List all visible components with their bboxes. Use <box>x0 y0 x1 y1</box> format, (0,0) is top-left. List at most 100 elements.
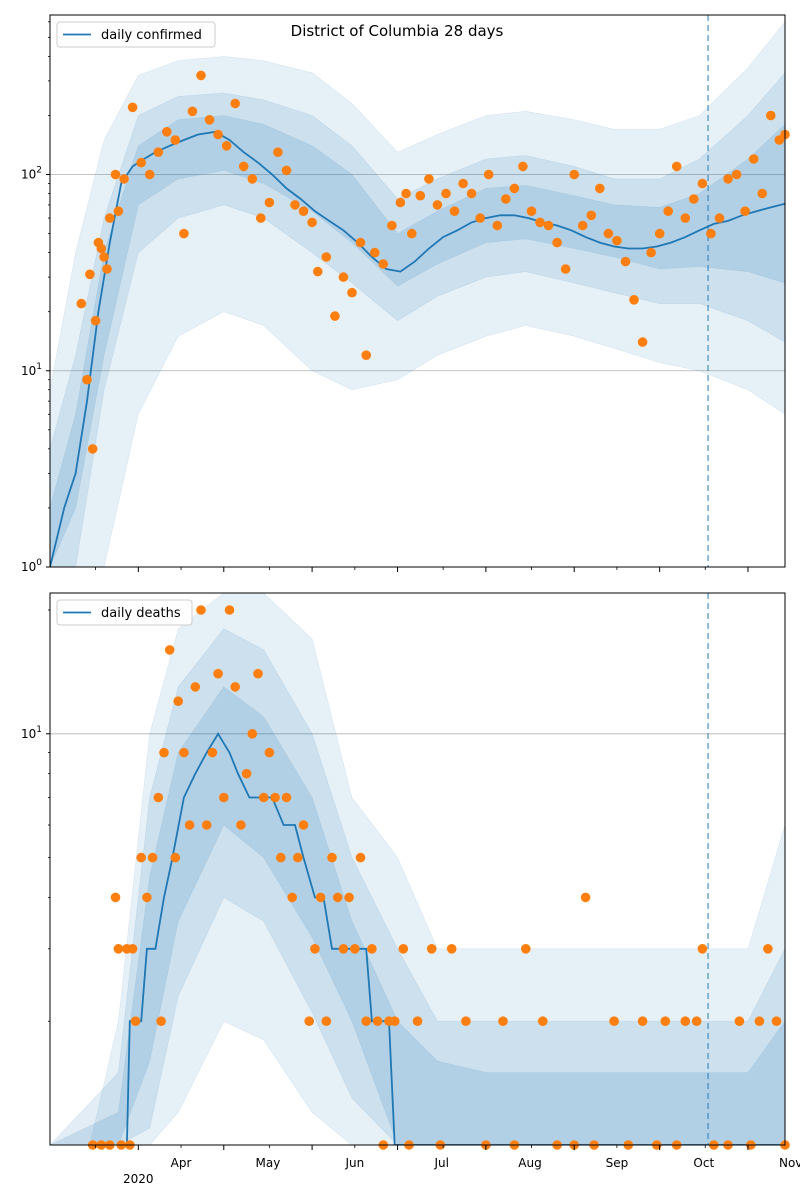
observed-point <box>270 792 280 803</box>
observed-point <box>179 747 189 758</box>
observed-point <box>136 852 146 863</box>
observed-point <box>412 1016 423 1026</box>
observed-point <box>173 696 183 706</box>
observed-point <box>184 820 195 830</box>
observed-point <box>105 213 115 223</box>
observed-point <box>754 1016 765 1026</box>
observed-point <box>196 605 206 615</box>
observed-point <box>127 944 138 954</box>
observed-point <box>159 747 169 758</box>
observed-point <box>432 200 443 210</box>
observed-point <box>315 892 326 903</box>
observed-point <box>230 98 240 109</box>
y-tick-label: 102 <box>21 166 42 182</box>
observed-point <box>293 852 303 863</box>
observed-point <box>518 161 528 172</box>
observed-point <box>723 174 733 184</box>
observed-point <box>771 1016 782 1026</box>
observed-point <box>170 852 181 863</box>
interval-band <box>50 21 785 567</box>
x-tick-label: Oct <box>693 1156 714 1170</box>
observed-point <box>763 944 773 954</box>
observed-point <box>281 792 292 803</box>
observed-point <box>119 174 129 184</box>
observed-point <box>147 852 158 863</box>
observed-point <box>207 747 218 758</box>
observed-point <box>501 194 511 204</box>
observed-point <box>689 194 699 204</box>
legend-label: daily deaths <box>101 606 181 621</box>
observed-point <box>321 1016 332 1026</box>
legend-box <box>56 21 216 48</box>
observed-point <box>213 668 223 679</box>
observed-point <box>253 668 263 679</box>
observed-point <box>389 1016 400 1026</box>
observed-point <box>153 147 164 157</box>
observed-point <box>609 1016 619 1026</box>
observed-point <box>238 161 249 172</box>
observed-point <box>110 169 121 180</box>
observed-point <box>87 444 98 454</box>
observed-point <box>219 792 229 803</box>
observed-point <box>646 247 656 258</box>
observed-point <box>179 228 189 239</box>
observed-point <box>96 243 107 254</box>
legend: daily deaths <box>56 599 193 626</box>
observed-point <box>156 1016 166 1026</box>
observed-point <box>757 188 767 199</box>
observed-point <box>538 1016 548 1026</box>
legend-box <box>56 599 193 626</box>
observed-point <box>298 206 309 216</box>
interval-band <box>50 686 785 1145</box>
observed-point <box>372 1016 383 1026</box>
observed-point <box>90 315 101 326</box>
observed-point <box>162 127 172 137</box>
observed-point <box>99 252 109 262</box>
observed-point <box>367 944 377 954</box>
observed-point <box>629 295 639 305</box>
observed-point <box>475 213 486 223</box>
year-label: 2020 <box>123 1172 154 1186</box>
x-tick-label: Nov <box>779 1156 800 1170</box>
observed-point <box>552 237 562 248</box>
observed-point <box>350 944 360 954</box>
chart-title: District of Columbia 28 days <box>291 22 504 40</box>
observed-point <box>734 1016 745 1026</box>
observed-point <box>466 188 477 199</box>
plot-area <box>50 21 785 567</box>
observed-point <box>330 311 340 321</box>
observed-point <box>264 747 275 758</box>
observed-point <box>332 892 343 903</box>
observed-point <box>697 178 708 189</box>
observed-point <box>113 206 124 216</box>
interval-band <box>50 628 785 1145</box>
observed-point <box>347 287 357 298</box>
observed-point <box>273 147 283 157</box>
observed-point <box>144 169 155 180</box>
observed-point <box>535 217 545 228</box>
observed-point <box>85 269 95 280</box>
observed-point <box>230 682 240 692</box>
observed-point <box>387 220 397 231</box>
observed-point <box>304 1016 315 1026</box>
observed-point <box>113 944 124 954</box>
observed-point <box>247 174 258 184</box>
observed-point <box>327 852 337 863</box>
x-tick-label: Jul <box>433 1156 448 1170</box>
confirmed-panel: 100 101 102 daily confirmed <box>21 14 790 574</box>
observed-point <box>190 682 201 692</box>
observed-point <box>446 944 457 954</box>
observed-point <box>458 178 468 189</box>
observed-point <box>483 169 494 180</box>
interval-band <box>50 72 785 567</box>
observed-point <box>187 106 198 117</box>
legend: daily confirmed <box>56 21 216 48</box>
observed-point <box>338 272 349 282</box>
observed-point <box>680 1016 691 1026</box>
observed-point <box>424 174 434 184</box>
observed-point <box>714 213 725 223</box>
observed-point <box>136 157 146 168</box>
deaths-panel: 101 Apr May Jun Jul Aug Sep Oct Nov 2020 daily dea… <box>21 592 800 1186</box>
observed-point <box>170 135 181 145</box>
